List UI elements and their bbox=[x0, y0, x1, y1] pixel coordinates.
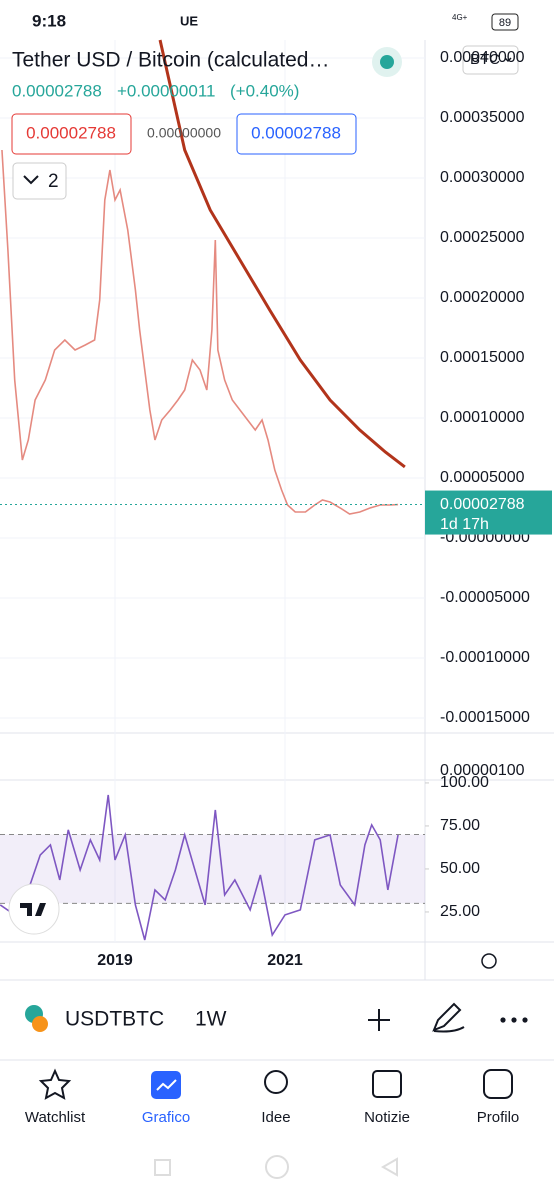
toolbar-symbol[interactable]: USDTBTC bbox=[65, 1008, 164, 1031]
nav-label[interactable]: Idee bbox=[261, 1109, 290, 1126]
y-tick-label: -0.00010000 bbox=[440, 649, 530, 666]
price-change-pct: (+0.40%) bbox=[230, 81, 299, 100]
nav-label[interactable]: Grafico bbox=[142, 1109, 190, 1126]
watchlist-icon[interactable] bbox=[38, 1068, 72, 1100]
ideas-icon[interactable] bbox=[264, 1070, 288, 1094]
last-price-label: 0.00002788 bbox=[440, 496, 525, 513]
chevron-icon bbox=[504, 57, 512, 63]
add-icon[interactable] bbox=[368, 1009, 390, 1031]
x-tick-label: 2019 bbox=[97, 952, 133, 969]
y-tick-label: 0.00010000 bbox=[440, 409, 525, 426]
price-change: +0.00000011 bbox=[117, 81, 215, 100]
indicators-count[interactable]: 2 bbox=[48, 171, 59, 192]
status-network: 4G+ bbox=[452, 13, 468, 22]
series-line bbox=[1, 149, 399, 515]
buy-button[interactable] bbox=[236, 113, 357, 155]
y-tick-label: -0.00005000 bbox=[440, 589, 530, 606]
y-tick-label: -0.00015000 bbox=[440, 709, 530, 726]
coin-icon bbox=[32, 1016, 48, 1032]
settings-icon[interactable] bbox=[481, 953, 497, 969]
y-tick-label: 0.00005000 bbox=[440, 469, 525, 486]
series-line bbox=[0, 794, 399, 941]
sell-button[interactable] bbox=[11, 113, 132, 155]
y-tick-label: 0.00020000 bbox=[440, 289, 525, 306]
sys-recent[interactable] bbox=[154, 1159, 171, 1176]
y-tick-label: 0.00025000 bbox=[440, 229, 525, 246]
currency-button[interactable] bbox=[462, 45, 519, 75]
rsi-band bbox=[0, 834, 425, 904]
draw-icon[interactable] bbox=[432, 1002, 465, 1033]
more-icon[interactable] bbox=[500, 1017, 528, 1023]
nav-label[interactable]: Watchlist bbox=[25, 1109, 86, 1126]
chart-icon[interactable] bbox=[151, 1071, 181, 1099]
news-icon[interactable] bbox=[372, 1070, 402, 1098]
y-tick-label: 0.00035000 bbox=[440, 109, 525, 126]
y-tick-label: 25.00 bbox=[440, 903, 480, 920]
volume-axis-label: 0.00000100 bbox=[440, 762, 525, 779]
y-tick-label: 0.00015000 bbox=[440, 349, 525, 366]
sys-back[interactable] bbox=[380, 1157, 398, 1177]
price: 0.00002788 bbox=[12, 81, 102, 100]
y-tick-label: 100.00 bbox=[440, 774, 489, 791]
countdown-label: 1d 17h bbox=[440, 516, 489, 533]
spread: 0.00000000 bbox=[147, 125, 221, 141]
profile-icon[interactable] bbox=[483, 1069, 513, 1099]
status-region: UE bbox=[180, 13, 198, 28]
y-tick-label: 75.00 bbox=[440, 817, 480, 834]
chart-icon-line bbox=[156, 1079, 177, 1091]
y-tick-label: 50.00 bbox=[440, 860, 480, 877]
status-time: 9:18 bbox=[32, 11, 66, 30]
sys-home[interactable] bbox=[265, 1155, 289, 1179]
currency[interactable]: BTC bbox=[470, 51, 500, 68]
y-tick-label: 0.00030000 bbox=[440, 169, 525, 186]
tv-logo[interactable] bbox=[8, 883, 60, 935]
series-line bbox=[158, 39, 406, 469]
indicators-toggle[interactable] bbox=[12, 162, 67, 200]
toolbar-interval[interactable]: 1W bbox=[195, 1008, 227, 1031]
chevron-icon bbox=[23, 175, 39, 185]
tv-logo-mark bbox=[20, 903, 46, 916]
sell-price[interactable]: 0.00002788 bbox=[26, 123, 116, 142]
y-tick-label: 0.00040000 bbox=[440, 49, 525, 66]
battery bbox=[491, 13, 519, 31]
x-tick-label: 2021 bbox=[267, 952, 303, 969]
plot bbox=[0, 39, 429, 942]
buy-price[interactable]: 0.00002788 bbox=[251, 123, 341, 142]
nav: Watchlist Grafico Idee Notizie Profilo bbox=[25, 1109, 519, 1126]
battery-level: 89 bbox=[499, 17, 511, 29]
nav-label[interactable]: Notizie bbox=[364, 1109, 410, 1126]
status-dot bbox=[380, 55, 394, 69]
last-price-box bbox=[425, 490, 552, 535]
symbol-title: Tether USD / Bitcoin (calculated… bbox=[12, 49, 329, 72]
nav-label[interactable]: Profilo bbox=[477, 1109, 520, 1126]
